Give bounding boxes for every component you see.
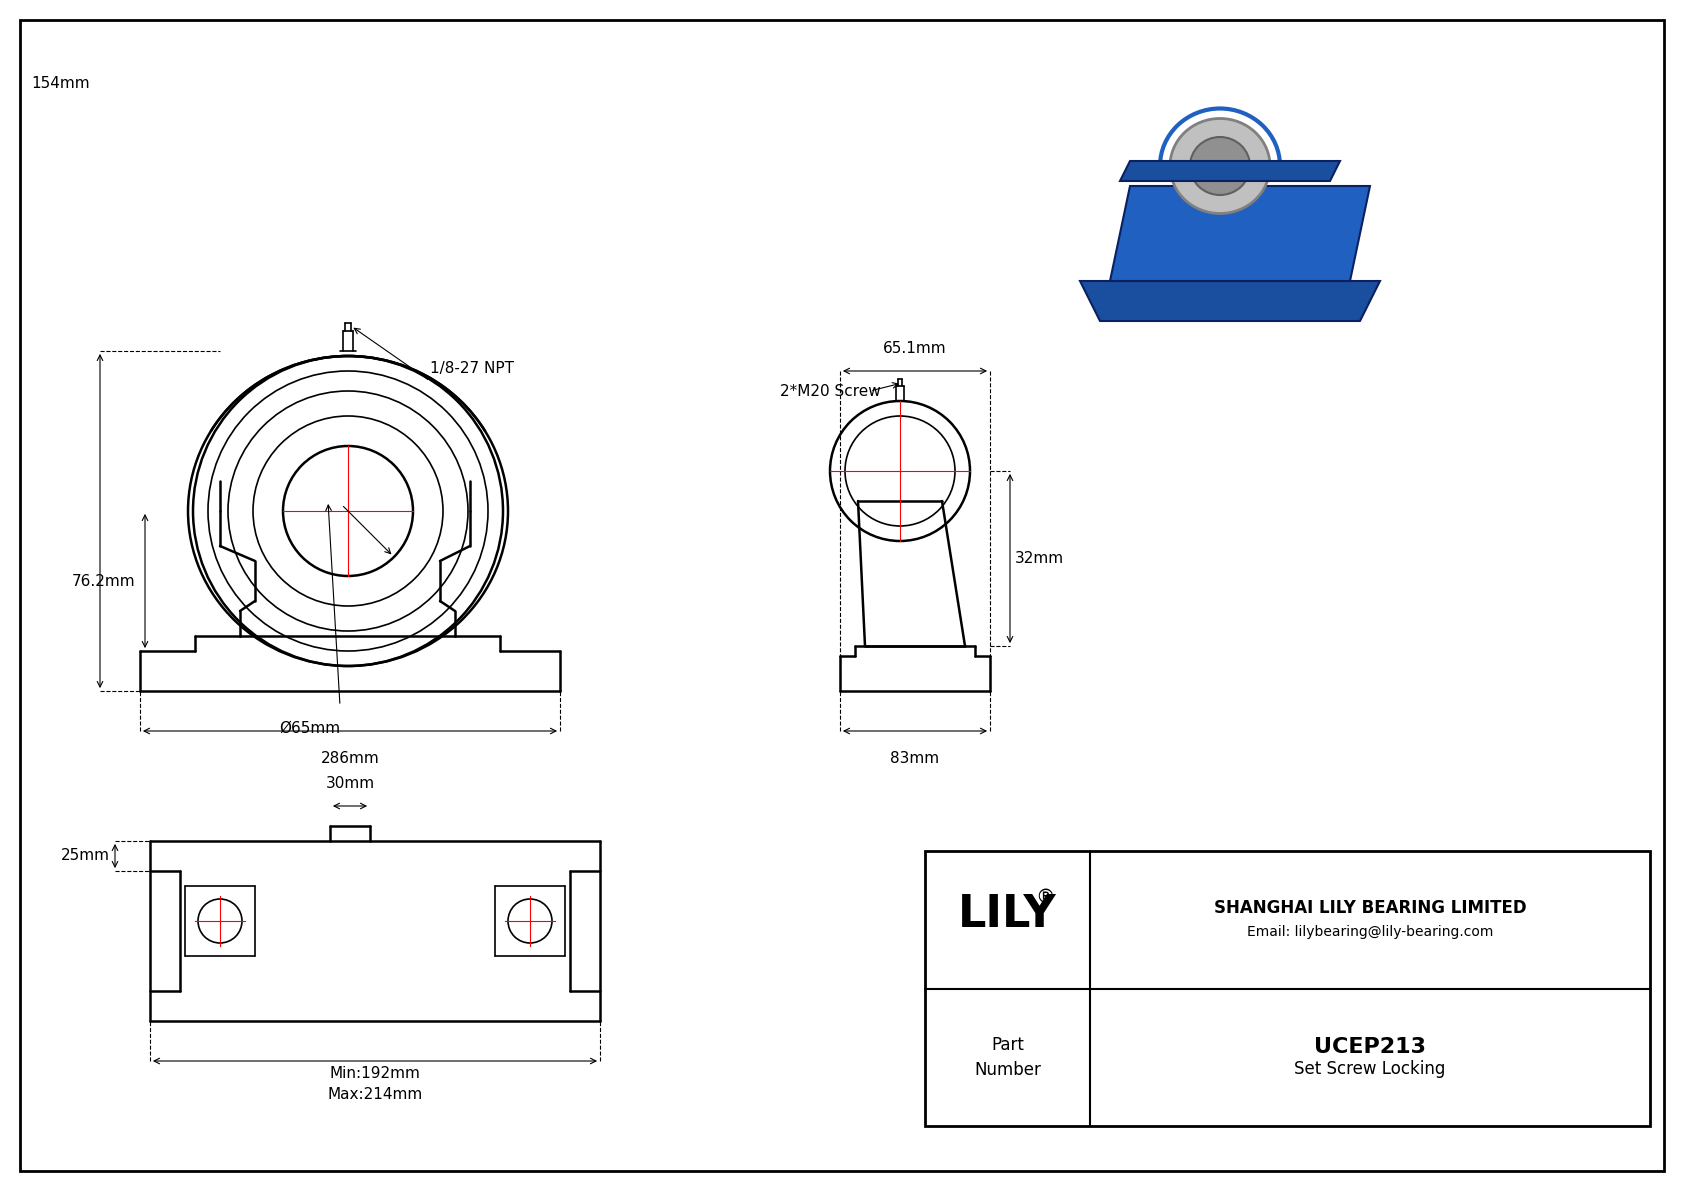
Ellipse shape <box>1170 118 1270 213</box>
Text: 65.1mm: 65.1mm <box>882 341 946 356</box>
Text: 32mm: 32mm <box>1015 551 1064 566</box>
Text: 30mm: 30mm <box>325 777 374 791</box>
Text: ®: ® <box>1036 888 1056 908</box>
Text: Min:192mm
Max:214mm: Min:192mm Max:214mm <box>327 1066 423 1102</box>
Polygon shape <box>1079 281 1379 322</box>
Polygon shape <box>1110 186 1371 281</box>
Text: 25mm: 25mm <box>61 848 109 863</box>
Text: Part
Number: Part Number <box>973 1036 1041 1079</box>
Bar <box>925 852 1650 1125</box>
Text: SHANGHAI LILY BEARING LIMITED: SHANGHAI LILY BEARING LIMITED <box>1214 899 1526 917</box>
Text: 286mm: 286mm <box>320 752 379 766</box>
Text: UCEP213: UCEP213 <box>1314 1037 1426 1058</box>
Polygon shape <box>1120 161 1340 181</box>
Text: Set Screw Locking: Set Screw Locking <box>1295 1060 1445 1078</box>
Text: 1/8-27 NPT: 1/8-27 NPT <box>429 361 514 376</box>
Text: Email: lilybearing@lily-bearing.com: Email: lilybearing@lily-bearing.com <box>1246 924 1494 939</box>
Text: 154mm: 154mm <box>32 76 89 91</box>
Ellipse shape <box>1191 137 1250 195</box>
Text: 2*M20 Screw: 2*M20 Screw <box>780 384 881 399</box>
Text: LILY: LILY <box>958 893 1058 936</box>
Text: Ø65mm: Ø65mm <box>280 721 340 736</box>
Text: 76.2mm: 76.2mm <box>71 574 135 588</box>
Text: 83mm: 83mm <box>891 752 940 766</box>
